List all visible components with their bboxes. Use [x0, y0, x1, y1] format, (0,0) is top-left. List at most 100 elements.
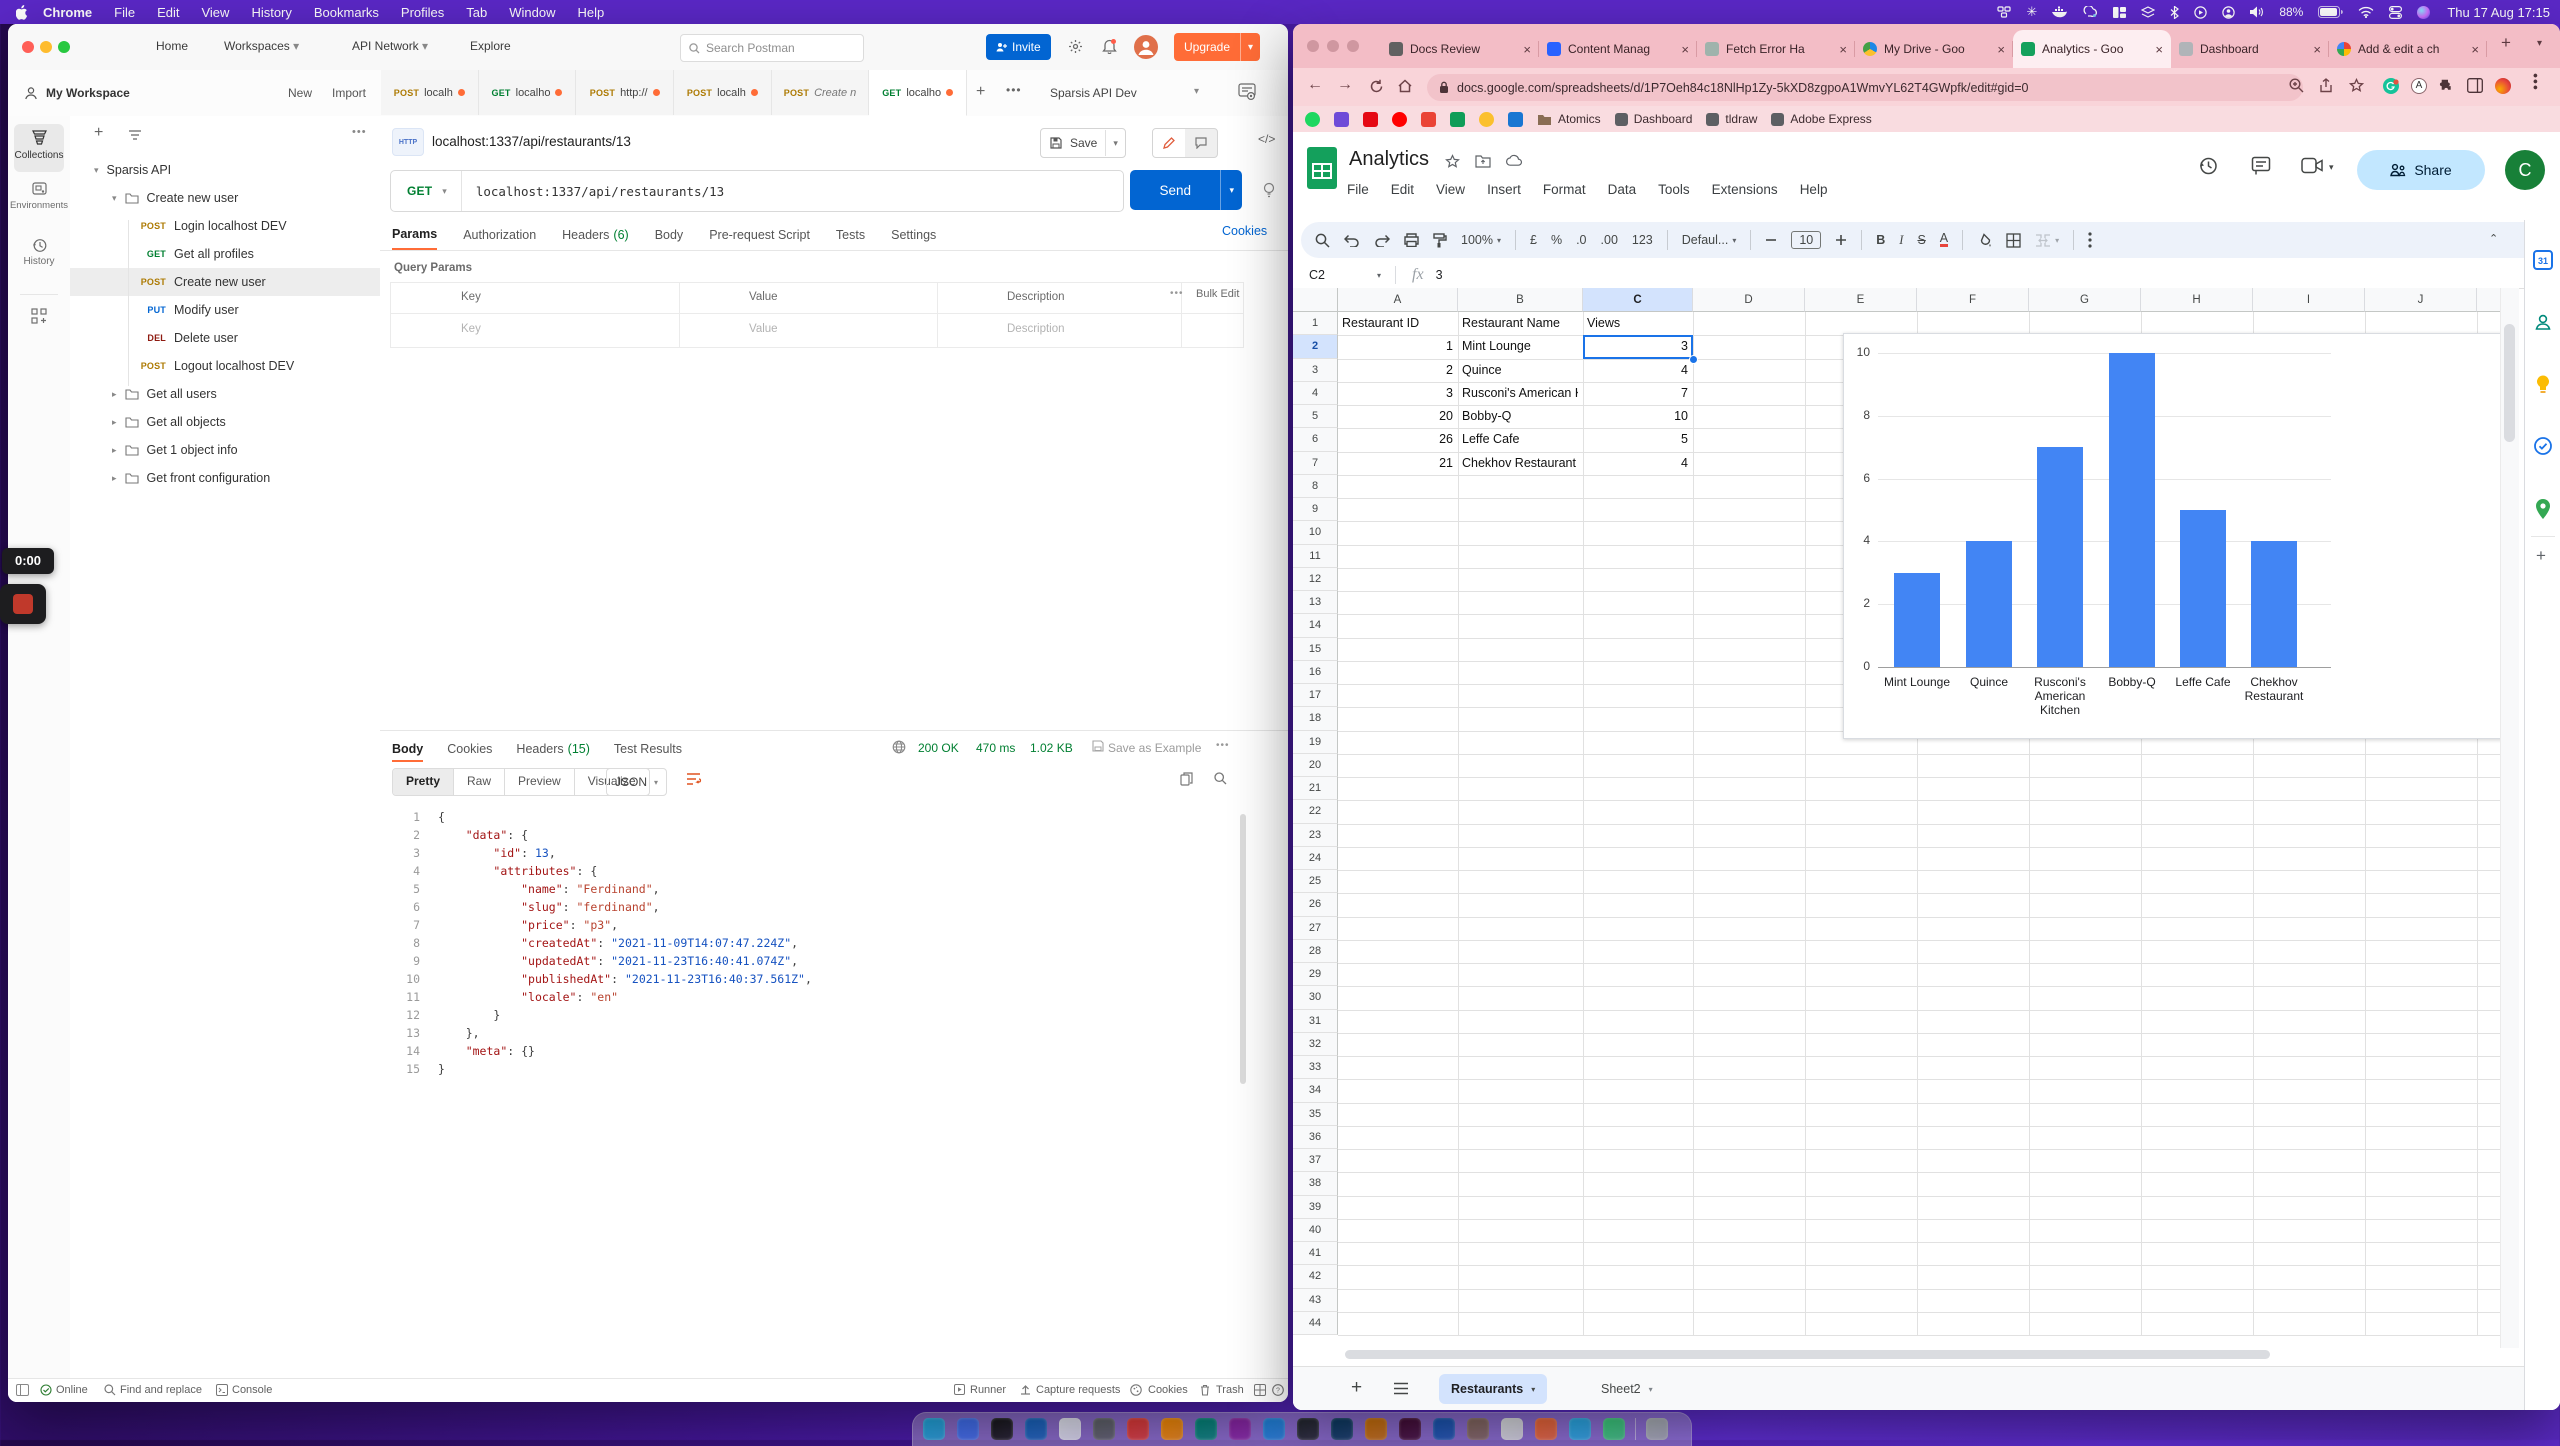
add-sheet-button[interactable]: +	[1351, 1377, 1363, 1398]
row-header-36[interactable]: 36	[1293, 1125, 1338, 1149]
response-mode-raw[interactable]: Raw	[454, 769, 506, 795]
cell-C6[interactable]: 5	[1681, 432, 1688, 447]
fill-handle[interactable]	[1689, 354, 1698, 364]
toolbar-fill-color[interactable]	[1977, 232, 1992, 248]
share-icon[interactable]	[2319, 78, 2333, 93]
keep-panel-icon[interactable]	[2533, 374, 2553, 394]
new-tab-plus-icon[interactable]: +	[976, 83, 986, 100]
column-header-partial[interactable]	[2477, 288, 2500, 312]
response-scrollbar[interactable]	[1240, 814, 1246, 1084]
response-tab-body[interactable]: Body	[392, 738, 424, 762]
cell-A4[interactable]: 3	[1446, 385, 1453, 400]
chart-bar-3[interactable]	[2037, 447, 2083, 667]
home-button[interactable]	[1397, 78, 1413, 94]
column-header-C[interactable]: C	[1583, 288, 1693, 312]
lightbulb-icon[interactable]	[1262, 182, 1276, 198]
chrome-menu-icon[interactable]: •••	[2527, 73, 2544, 91]
tab-close-icon[interactable]: ×	[1839, 41, 1847, 57]
toolbar-text-color[interactable]: A	[1939, 231, 1949, 247]
response-tab-headers[interactable]: Headers (15)	[516, 742, 590, 756]
request-subtab-params[interactable]: Params	[392, 220, 438, 250]
row-header-21[interactable]: 21	[1293, 777, 1338, 801]
bookmark-favicon-8[interactable]	[1508, 111, 1523, 127]
row-header-16[interactable]: 16	[1293, 660, 1338, 684]
grid-corner[interactable]	[1293, 288, 1338, 312]
maps-panel-icon[interactable]	[2534, 498, 2552, 520]
sheets-menu-file[interactable]: File	[1347, 182, 1369, 197]
column-header-A[interactable]: A	[1338, 288, 1458, 312]
cell-B4[interactable]: Rusconi's American Kitc	[1462, 385, 1578, 400]
bookmark-favicon-6[interactable]	[1450, 111, 1465, 127]
cell-A7[interactable]: 21	[1439, 455, 1453, 470]
chevron-right-icon[interactable]: ▸	[112, 444, 117, 455]
chevron-right-icon[interactable]: ▸	[112, 472, 117, 483]
toolbar-paint-format[interactable]	[1433, 232, 1447, 248]
zoom-page-icon[interactable]	[2289, 78, 2304, 93]
new-button[interactable]: New	[288, 86, 313, 100]
toolbar-print[interactable]	[1404, 233, 1419, 247]
toolbar-format-currency[interactable]: £	[1530, 233, 1537, 247]
column-header-I[interactable]: I	[2253, 288, 2365, 312]
menu-help[interactable]: Help	[577, 4, 605, 20]
grid-vscrollbar-thumb[interactable]	[2504, 324, 2515, 442]
share-button[interactable]: Share	[2357, 150, 2485, 190]
toolbar-strikethrough[interactable]: S	[1917, 233, 1926, 247]
save-as-example-button[interactable]: Save as Example	[1108, 741, 1202, 755]
toolbar-more-toolbar[interactable]	[2088, 232, 2092, 248]
response-status[interactable]: 200 OK	[918, 741, 959, 755]
row-header-4[interactable]: 4	[1293, 381, 1338, 405]
dock-app-11[interactable]	[1263, 1418, 1285, 1440]
cell-C1[interactable]: Views	[1587, 316, 1621, 330]
column-header-E[interactable]: E	[1805, 288, 1917, 312]
rail-collections-label[interactable]: Collections	[14, 150, 64, 161]
environment-select[interactable]: Sparsis API Dev	[1050, 86, 1137, 100]
minimize-window-button[interactable]	[1327, 40, 1339, 52]
cell-B1[interactable]: Restaurant Name	[1462, 316, 1560, 330]
cell-A6[interactable]: 26	[1439, 432, 1453, 447]
dock-app-17[interactable]	[1467, 1418, 1489, 1440]
chevron-right-icon[interactable]: ▸	[112, 416, 117, 427]
window-manager-icon[interactable]	[2113, 6, 2127, 18]
request-tab[interactable]: POST localh	[674, 70, 772, 115]
param-ghost-value[interactable]: Value	[749, 323, 778, 335]
contacts-panel-icon[interactable]	[2533, 312, 2553, 332]
collections-icon[interactable]	[31, 130, 48, 145]
request-tab[interactable]: GET localho	[869, 70, 968, 116]
extension-puzzle-icon[interactable]	[2439, 78, 2455, 94]
row-header-19[interactable]: 19	[1293, 730, 1338, 754]
toolbar-increase-decimals[interactable]: .00	[1600, 233, 1618, 247]
close-window-button[interactable]	[22, 41, 34, 53]
bookmark-favicon-5[interactable]	[1421, 111, 1436, 127]
edit-pencil-icon[interactable]	[1153, 129, 1185, 157]
column-header-F[interactable]: F	[1917, 288, 2029, 312]
wrap-text-icon[interactable]	[686, 772, 702, 786]
dock-app-18[interactable]	[1501, 1418, 1523, 1440]
row-header-3[interactable]: 3	[1293, 358, 1338, 382]
tab-close-icon[interactable]: ×	[2471, 41, 2479, 57]
dock-app-1[interactable]	[923, 1418, 945, 1440]
toolbar-font-select[interactable]: Defaul... ▾	[1681, 233, 1737, 247]
toolbar-merge-cells[interactable]: ▾	[2035, 233, 2059, 247]
toolbar-italic[interactable]: I	[1899, 232, 1904, 247]
row-header-24[interactable]: 24	[1293, 846, 1338, 870]
nav-workspaces[interactable]: Workspaces ▾	[224, 39, 300, 53]
online-label[interactable]: Online	[56, 1384, 88, 1396]
zoom-window-button[interactable]	[1347, 40, 1359, 52]
layers-icon[interactable]	[2141, 6, 2156, 18]
bookmark-atomics[interactable]: Atomics	[1537, 112, 1601, 126]
request-subtab-headers[interactable]: Headers (6)	[562, 228, 629, 242]
row-header-26[interactable]: 26	[1293, 893, 1338, 917]
sheets-menu-insert[interactable]: Insert	[1487, 182, 1521, 197]
cell-B2[interactable]: Mint Lounge	[1462, 339, 1531, 354]
response-format-select[interactable]: JSON ▾	[606, 768, 668, 796]
row-header-41[interactable]: 41	[1293, 1242, 1338, 1266]
console-label[interactable]: Console	[232, 1384, 273, 1396]
chart-bar-6[interactable]	[2251, 541, 2297, 667]
filter-icon[interactable]	[128, 129, 142, 141]
toolbar-undo[interactable]	[1344, 234, 1360, 247]
row-header-2[interactable]: 2	[1293, 335, 1338, 359]
toolbar-bold[interactable]: B	[1876, 233, 1886, 247]
play-circle-icon[interactable]	[2194, 5, 2208, 19]
send-options-chevron[interactable]: ▾	[1229, 184, 1234, 195]
menu-bookmarks[interactable]: Bookmarks	[313, 4, 379, 20]
